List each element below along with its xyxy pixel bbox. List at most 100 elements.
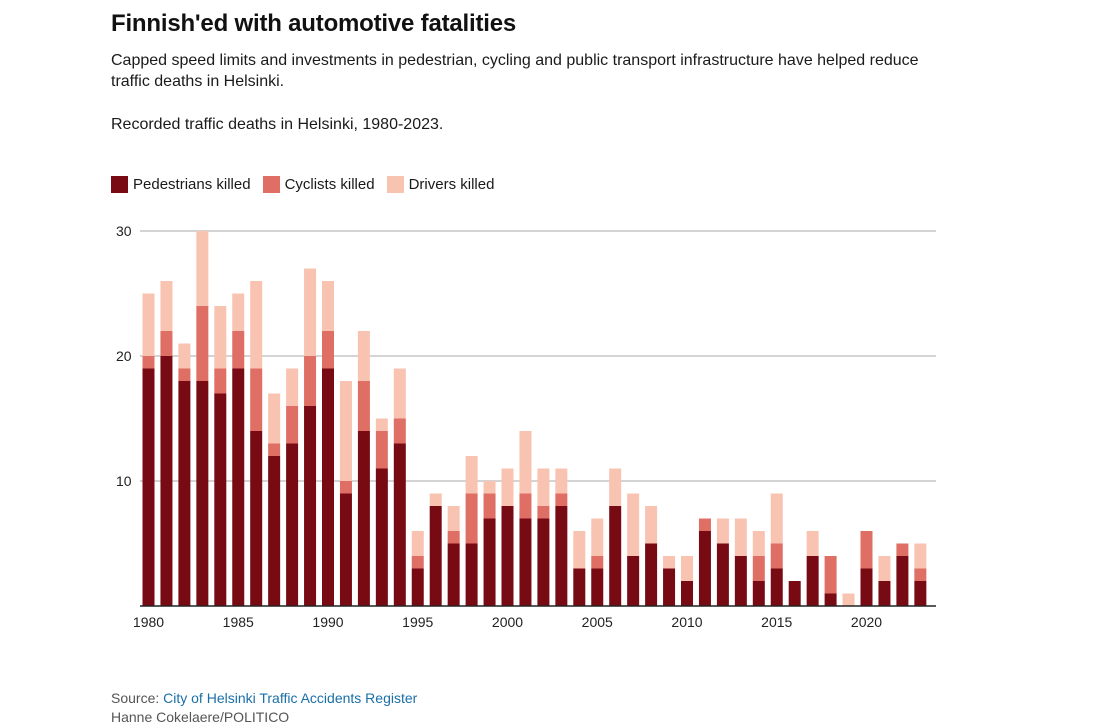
bar-cyclists-1992 (357, 381, 370, 431)
bar-drivers-1986 (250, 281, 263, 369)
y-tick-label-20: 20 (116, 348, 132, 364)
bar-drivers-2006 (609, 468, 622, 506)
bar-pedestrians-1985 (232, 368, 245, 606)
bar-drivers-1991 (339, 381, 352, 481)
bar-drivers-2008 (645, 506, 658, 544)
bar-pedestrians-1981 (160, 356, 173, 606)
bar-drivers-1997 (447, 506, 460, 531)
bar-drivers-1993 (375, 418, 388, 431)
x-tick-label-1990: 1990 (312, 614, 343, 630)
bar-drivers-2010 (681, 556, 693, 581)
bar-drivers-1990 (322, 281, 334, 331)
bar-pedestrians-2007 (627, 556, 640, 606)
bar-drivers-1983 (196, 231, 209, 306)
bar-pedestrians-2020 (860, 568, 873, 606)
bar-cyclists-1981 (160, 331, 173, 356)
bar-pedestrians-1999 (483, 518, 496, 606)
bar-cyclists-2022 (896, 543, 909, 556)
x-tick-label-2005: 2005 (582, 614, 613, 630)
bar-pedestrians-1988 (286, 443, 299, 606)
bar-pedestrians-2012 (716, 543, 729, 606)
bar-drivers-1995 (411, 531, 424, 556)
bar-drivers-2012 (716, 518, 729, 544)
bar-pedestrians-2017 (806, 556, 819, 606)
bar-pedestrians-1982 (178, 381, 191, 606)
legend-label-pedestrians: Pedestrians killed (133, 176, 251, 193)
x-tick-label-2020: 2020 (851, 614, 882, 630)
bar-cyclists-1997 (447, 531, 460, 544)
bar-cyclists-1989 (304, 356, 317, 406)
bar-drivers-2019 (842, 593, 855, 606)
bar-cyclists-1988 (286, 406, 299, 444)
legend-item-pedestrians: Pedestrians killed (111, 176, 251, 193)
bar-drivers-1984 (214, 306, 227, 369)
bar-pedestrians-2001 (519, 518, 532, 606)
bar-cyclists-2014 (752, 556, 765, 581)
bar-pedestrians-2010 (681, 581, 693, 606)
bar-pedestrians-2011 (698, 531, 711, 606)
bar-pedestrians-1993 (375, 468, 388, 606)
bar-drivers-2000 (501, 468, 514, 506)
bar-drivers-2021 (878, 556, 891, 581)
bar-drivers-2002 (537, 468, 550, 506)
bar-pedestrians-1984 (214, 393, 227, 606)
bar-pedestrians-2014 (752, 581, 765, 606)
bar-pedestrians-2004 (573, 568, 586, 606)
x-tick-label-2015: 2015 (761, 614, 792, 630)
bar-drivers-1996 (429, 493, 442, 506)
bar-drivers-1992 (357, 331, 370, 381)
bar-cyclists-1991 (339, 481, 352, 494)
bar-drivers-2009 (663, 556, 676, 569)
bar-pedestrians-1987 (268, 456, 281, 606)
bar-cyclists-2003 (555, 493, 568, 506)
bar-drivers-2001 (519, 431, 532, 494)
x-tick-label-2000: 2000 (492, 614, 523, 630)
bar-cyclists-1999 (483, 493, 496, 519)
x-tick-label-1995: 1995 (402, 614, 433, 630)
bar-pedestrians-2018 (824, 593, 837, 606)
bar-drivers-1999 (483, 481, 496, 494)
bar-cyclists-2023 (914, 568, 927, 581)
y-tick-label-10: 10 (116, 473, 132, 489)
bar-cyclists-1985 (232, 331, 245, 369)
stacked-bar-chart: 10 20 30 1980 1985 1990 1995 2000 2005 2010 2015 20… (116, 223, 936, 630)
bar-cyclists-1982 (178, 368, 191, 381)
bar-cyclists-1980 (142, 356, 155, 369)
credit-line: Hanne Cokelaere/POLITICO (111, 709, 290, 725)
x-tick-label-2010: 2010 (671, 614, 702, 630)
bar-drivers-2004 (573, 531, 586, 569)
bar-drivers-1994 (393, 368, 406, 419)
bar-pedestrians-2002 (537, 518, 550, 606)
bar-drivers-2014 (752, 531, 765, 556)
bar-pedestrians-1994 (393, 443, 406, 606)
bar-pedestrians-1992 (357, 431, 370, 606)
chart-caption: Recorded traffic deaths in Helsinki, 198… (111, 116, 444, 133)
bar-pedestrians-2021 (878, 581, 891, 606)
bar-pedestrians-1980 (142, 368, 155, 606)
legend-item-drivers: Drivers killed (386, 176, 494, 193)
bar-pedestrians-2023 (914, 581, 927, 606)
source-prefix: Source: (111, 690, 164, 706)
bar-pedestrians-2003 (555, 506, 568, 606)
x-tick-label-1985: 1985 (223, 614, 254, 630)
bar-cyclists-1990 (322, 331, 334, 369)
bar-cyclists-1994 (393, 418, 406, 444)
bar-pedestrians-1998 (465, 543, 478, 606)
bar-cyclists-1998 (465, 493, 478, 544)
chart-title: Finnish'ed with automotive fatalities (111, 10, 517, 37)
bar-cyclists-1993 (375, 431, 388, 469)
bar-cyclists-1987 (268, 443, 281, 456)
bar-drivers-1981 (160, 281, 173, 331)
bar-pedestrians-1986 (250, 431, 263, 606)
bar-cyclists-2002 (537, 506, 550, 519)
bar-pedestrians-1990 (322, 368, 334, 606)
source-link[interactable]: City of Helsinki Traffic Accidents Regis… (163, 690, 418, 706)
bar-pedestrians-1983 (196, 381, 209, 606)
y-tick-label-30: 30 (116, 223, 132, 239)
bar-pedestrians-2005 (591, 568, 604, 606)
bar-cyclists-1995 (411, 556, 424, 569)
bar-drivers-1980 (142, 293, 155, 356)
bar-drivers-1989 (304, 268, 317, 356)
chart-subtitle: Capped speed limits and investments in p… (111, 52, 919, 90)
bar-cyclists-2015 (770, 543, 783, 569)
